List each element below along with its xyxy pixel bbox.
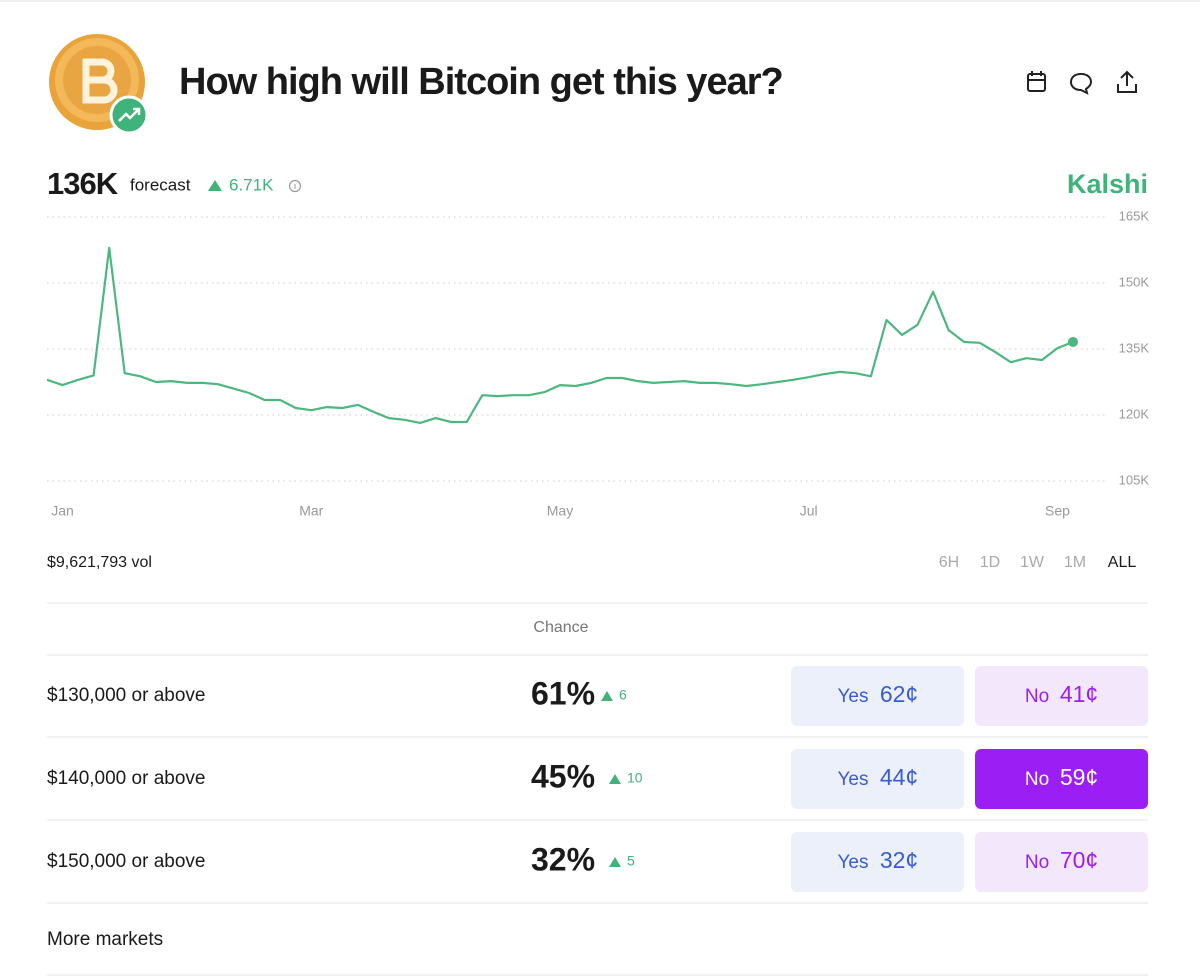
chance-change: 5 <box>627 853 635 869</box>
range-button[interactable]: 1D <box>980 554 1000 571</box>
no-button[interactable] <box>975 666 1148 726</box>
up-arrow <box>609 774 621 784</box>
forecast-label: forecast <box>130 175 191 194</box>
table-header: Chance <box>533 619 588 636</box>
yes-button[interactable] <box>791 666 964 726</box>
bitcoin-icon <box>49 34 149 135</box>
no-label: No <box>1025 852 1049 873</box>
up-arrow <box>609 857 621 867</box>
no-button[interactable] <box>975 749 1148 809</box>
y-tick-label: 105K <box>1119 472 1150 487</box>
forecast-change: 6.71K <box>229 175 274 194</box>
comment-icon[interactable] <box>1069 72 1093 95</box>
x-tick-label: May <box>547 503 573 519</box>
y-tick-label: 165K <box>1119 208 1150 223</box>
yes-price: 62¢ <box>880 681 918 707</box>
no-label: No <box>1025 769 1049 790</box>
no-price: 41¢ <box>1060 681 1098 707</box>
range-button[interactable]: 1W <box>1020 554 1045 571</box>
no-price: 70¢ <box>1060 847 1098 873</box>
volume: $9,621,793 vol <box>47 554 152 571</box>
chance-change: 10 <box>627 770 643 786</box>
forecast-value: 136K <box>47 166 119 201</box>
market-label: $150,000 or above <box>47 851 205 872</box>
y-tick-label: 135K <box>1119 340 1150 355</box>
info-icon[interactable] <box>288 179 302 193</box>
no-button[interactable] <box>975 832 1148 892</box>
chance: 45% <box>531 758 595 794</box>
range-button[interactable]: 1M <box>1064 554 1086 571</box>
yes-label: Yes <box>838 769 869 790</box>
x-tick-label: Jul <box>800 503 818 519</box>
x-tick-label: Jan <box>51 503 74 519</box>
yes-price: 32¢ <box>880 847 918 873</box>
chart: 105K 120K 135K 150K 165K Jan Mar May Jul Sep <box>46 208 1150 519</box>
market-label: $140,000 or above <box>47 768 205 789</box>
chance-change: 6 <box>619 687 627 703</box>
range-selector: 6H 1D 1W 1M ALL <box>939 554 1137 571</box>
no-price: 59¢ <box>1060 764 1098 790</box>
title: How high will Bitcoin get this year? <box>179 61 783 103</box>
yes-label: Yes <box>838 852 869 873</box>
range-button[interactable]: 6H <box>939 554 959 571</box>
brand: Kalshi <box>1067 169 1148 199</box>
yes-price: 44¢ <box>880 764 918 790</box>
price-line <box>46 246 1074 424</box>
share-icon[interactable] <box>1117 70 1137 93</box>
market-rows: $130,000 or above 61% 6 Yes 62¢ No 41¢ $140,000… <box>47 666 1148 904</box>
up-arrow <box>208 180 222 191</box>
yes-button[interactable] <box>791 832 964 892</box>
yes-button[interactable] <box>791 749 964 809</box>
no-label: No <box>1025 686 1049 707</box>
y-tick-label: 120K <box>1119 406 1150 421</box>
x-tick-label: Mar <box>299 503 323 519</box>
toolbar <box>1027 70 1137 95</box>
last-point <box>1068 336 1078 347</box>
y-tick-label: 150K <box>1119 274 1150 289</box>
more-markets[interactable]: More markets <box>47 929 163 950</box>
market-label: $130,000 or above <box>47 685 205 706</box>
chance: 61% <box>531 675 595 711</box>
yes-label: Yes <box>838 686 869 707</box>
x-tick-label: Sep <box>1045 503 1070 519</box>
up-arrow <box>601 691 613 701</box>
chance: 32% <box>531 841 595 877</box>
calendar-icon[interactable] <box>1027 71 1046 92</box>
range-button[interactable]: ALL <box>1108 554 1137 571</box>
